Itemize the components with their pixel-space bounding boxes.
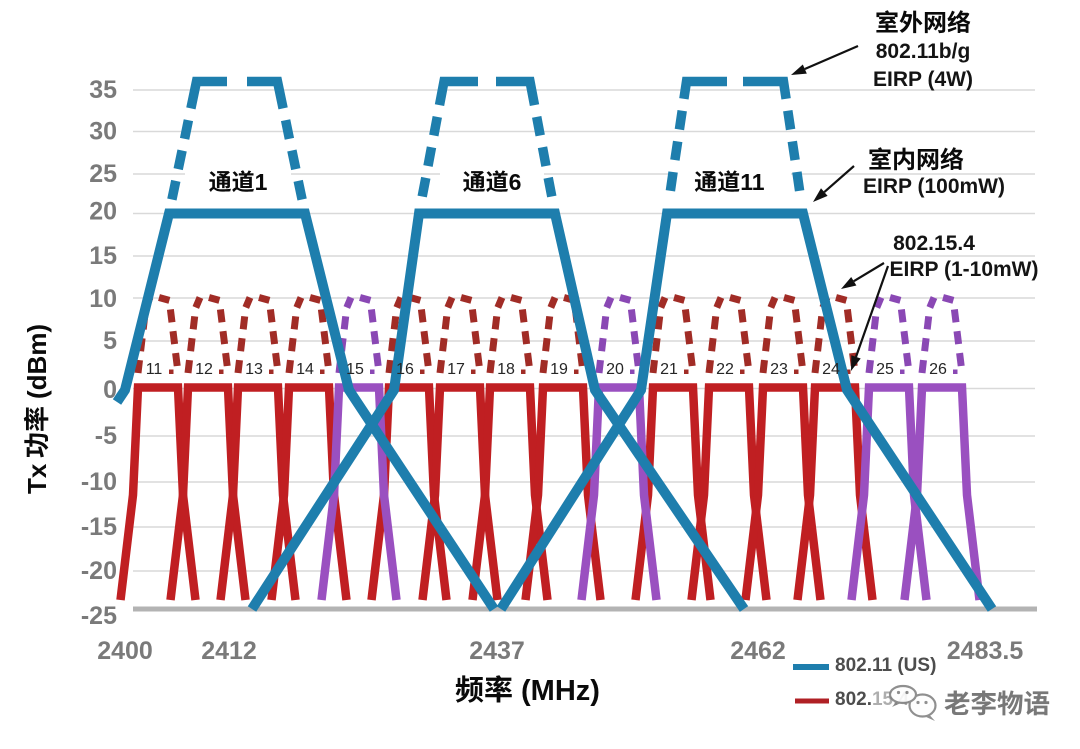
svg-text:5: 5 [103,327,117,355]
svg-text:17: 17 [447,361,465,378]
svg-text:25: 25 [89,160,117,188]
svg-text:23: 23 [770,361,788,378]
svg-text:1: 1 [255,169,268,195]
svg-text:30: 30 [89,118,117,146]
svg-text:19: 19 [550,361,568,378]
svg-text:25: 25 [876,361,894,378]
svg-text:(dBm): (dBm) [22,324,52,399]
svg-text:-5: -5 [95,422,117,450]
svg-text:10: 10 [89,285,117,313]
svg-text:0: 0 [103,376,117,404]
svg-text:EIRP (4W): EIRP (4W) [873,68,973,91]
svg-text:EIRP (100mW): EIRP (100mW) [863,175,1005,198]
svg-text:-10: -10 [81,468,117,496]
svg-text:2483.5: 2483.5 [947,637,1024,665]
svg-text:24: 24 [822,361,840,378]
svg-text:15: 15 [346,361,364,378]
svg-text:35: 35 [89,76,117,104]
svg-text:802.11 (US): 802.11 (US) [835,655,936,676]
svg-text:21: 21 [660,361,678,378]
svg-text:2412: 2412 [201,637,257,665]
svg-text:802.15.4: 802.15.4 [893,232,975,255]
svg-text:802.11b/g: 802.11b/g [876,40,971,63]
svg-text:14: 14 [296,361,314,378]
svg-text:11: 11 [146,361,163,378]
svg-text:2400: 2400 [97,637,153,665]
svg-text:15: 15 [89,242,117,270]
svg-text:16: 16 [396,361,414,378]
svg-text:20: 20 [606,361,624,378]
svg-text:2462: 2462 [730,637,786,665]
svg-text:11: 11 [740,169,765,195]
svg-text:20: 20 [89,198,117,226]
svg-text:26: 26 [929,361,947,378]
svg-text:13: 13 [245,361,263,378]
svg-text:-20: -20 [81,557,117,585]
svg-text:-15: -15 [81,513,117,541]
svg-text:2437: 2437 [469,637,525,665]
svg-text:(MHz): (MHz) [521,675,600,707]
svg-text:12: 12 [195,361,213,378]
svg-text:Tx: Tx [22,463,52,494]
svg-text:22: 22 [716,361,734,378]
svg-text:-25: -25 [81,602,117,630]
svg-text:6: 6 [509,169,522,195]
svg-text:18: 18 [497,361,515,378]
svg-text:EIRP (1-10mW): EIRP (1-10mW) [890,258,1039,281]
